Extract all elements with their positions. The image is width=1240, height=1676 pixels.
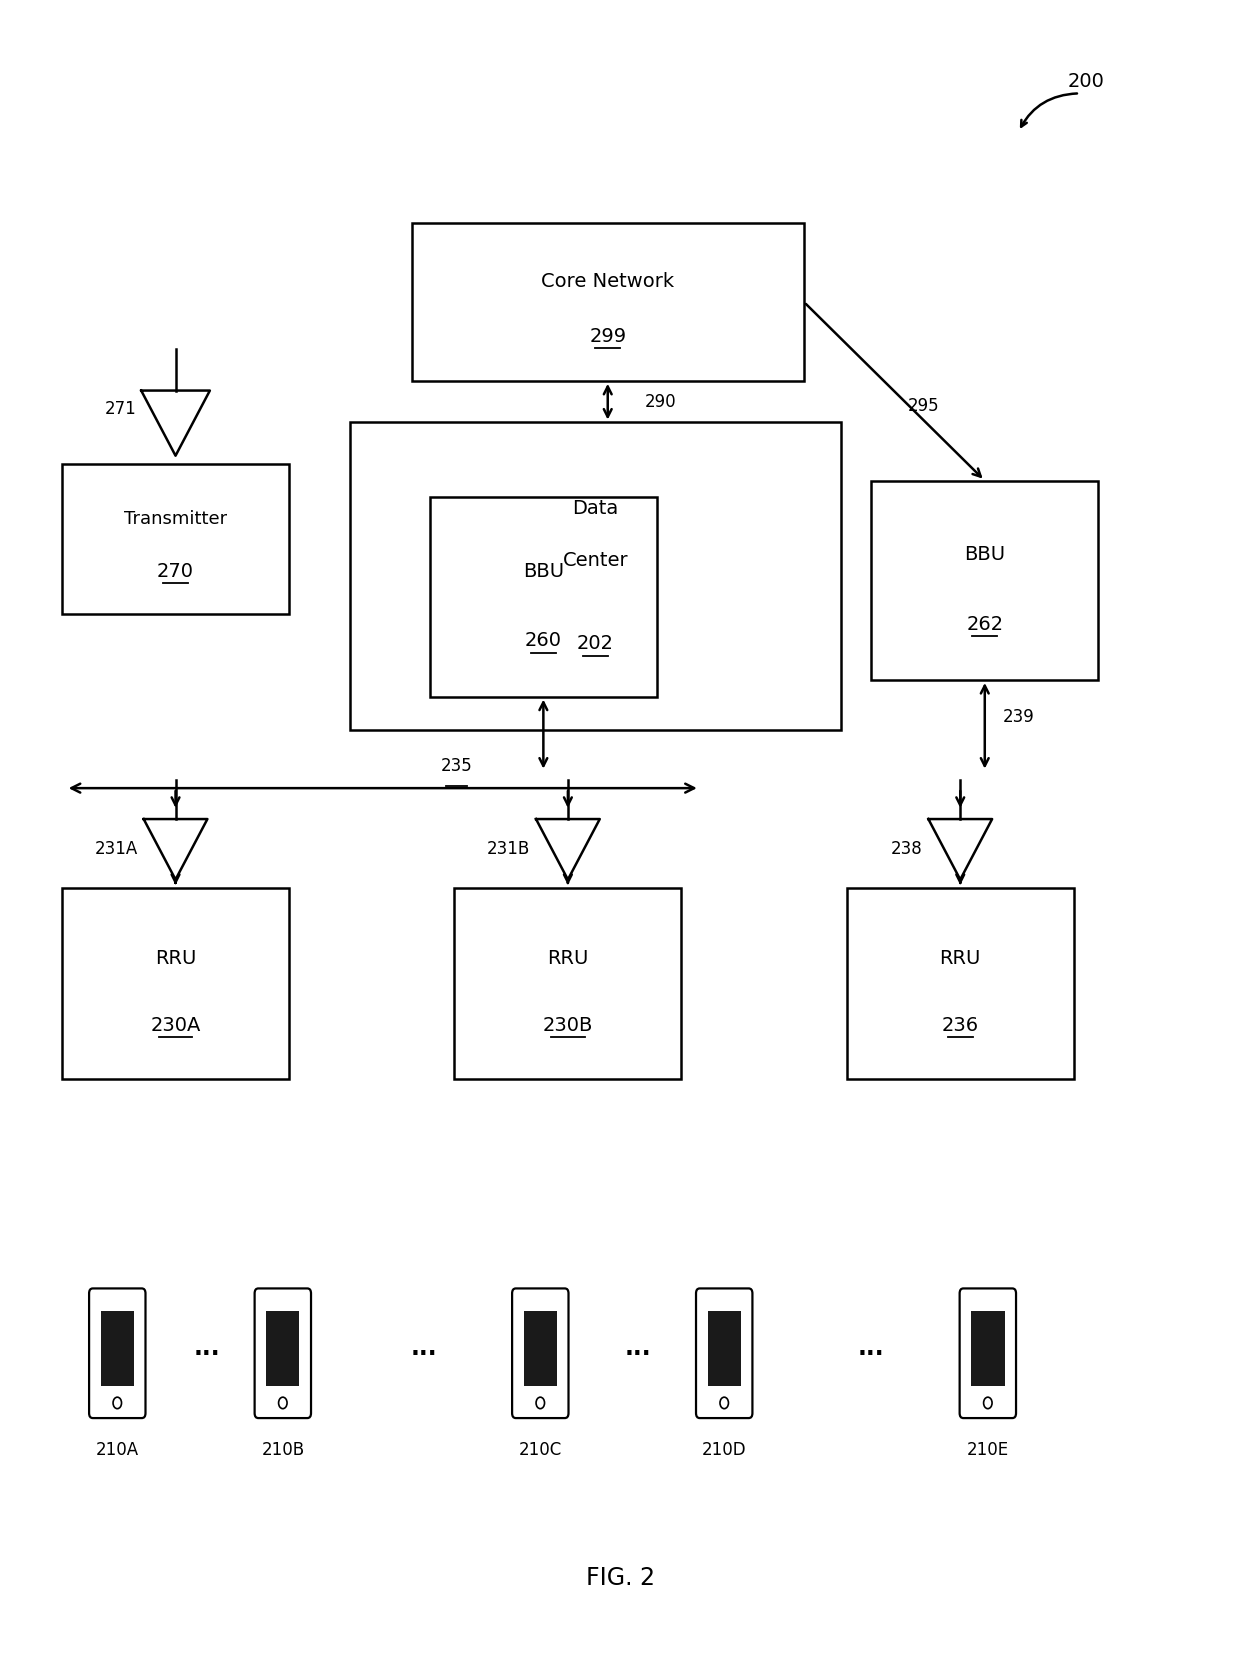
Text: RRU: RRU [940, 949, 981, 969]
Bar [100, 1311, 134, 1386]
FancyBboxPatch shape [254, 1289, 311, 1418]
Text: 236: 236 [941, 1016, 978, 1036]
Text: 290: 290 [645, 392, 676, 411]
Bar [62, 464, 289, 613]
Text: Center: Center [563, 551, 629, 570]
Text: 262: 262 [966, 615, 1003, 634]
Text: Core Network: Core Network [541, 272, 675, 292]
Text: ...: ... [410, 1336, 438, 1361]
Text: ...: ... [625, 1336, 652, 1361]
Text: FIG. 2: FIG. 2 [585, 1565, 655, 1589]
Bar [971, 1311, 1004, 1386]
Text: 270: 270 [157, 561, 193, 582]
Text: ...: ... [193, 1336, 221, 1361]
Text: 231A: 231A [94, 840, 138, 858]
Text: 210E: 210E [967, 1441, 1009, 1458]
Text: 230A: 230A [150, 1016, 201, 1036]
Bar [62, 888, 289, 1079]
Text: 238: 238 [890, 840, 923, 858]
FancyBboxPatch shape [696, 1289, 753, 1418]
Text: RRU: RRU [155, 949, 196, 969]
Bar [267, 1311, 300, 1386]
Text: ...: ... [858, 1336, 884, 1361]
Text: 202: 202 [577, 634, 614, 654]
Text: 271: 271 [104, 401, 136, 419]
Bar [350, 422, 841, 731]
Bar [412, 223, 804, 380]
Text: 231B: 231B [486, 840, 529, 858]
Text: 260: 260 [525, 632, 562, 650]
Text: 210C: 210C [518, 1441, 562, 1458]
Text: 210B: 210B [262, 1441, 304, 1458]
Text: 210A: 210A [95, 1441, 139, 1458]
Text: BBU: BBU [965, 545, 1006, 563]
Text: RRU: RRU [547, 949, 589, 969]
FancyBboxPatch shape [960, 1289, 1016, 1418]
Bar [847, 888, 1074, 1079]
Text: 299: 299 [589, 327, 626, 347]
Bar [872, 481, 1099, 680]
Text: 210D: 210D [702, 1441, 746, 1458]
Bar [523, 1311, 557, 1386]
Text: 200: 200 [1068, 72, 1105, 91]
FancyBboxPatch shape [89, 1289, 145, 1418]
Text: 230B: 230B [543, 1016, 593, 1036]
Text: 295: 295 [908, 397, 940, 416]
FancyBboxPatch shape [512, 1289, 568, 1418]
Bar [455, 888, 681, 1079]
Text: 235: 235 [440, 758, 472, 774]
Bar [430, 498, 657, 697]
Text: BBU: BBU [523, 561, 564, 580]
Text: Transmitter: Transmitter [124, 511, 227, 528]
Text: Data: Data [573, 499, 619, 518]
Bar [708, 1311, 740, 1386]
Text: 239: 239 [1003, 709, 1035, 726]
